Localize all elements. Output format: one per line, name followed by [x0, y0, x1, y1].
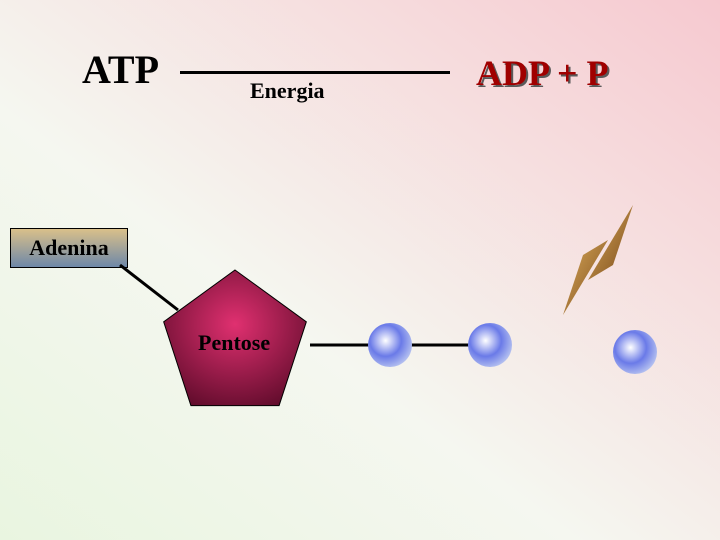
phosphate-sphere [368, 323, 412, 367]
pentose-label: Pentose [198, 330, 270, 356]
phosphate-sphere [613, 330, 657, 374]
connector-line [120, 265, 178, 310]
phosphate-sphere [468, 323, 512, 367]
energy-bolt-icon [563, 205, 633, 315]
diagram-shapes [0, 0, 720, 540]
